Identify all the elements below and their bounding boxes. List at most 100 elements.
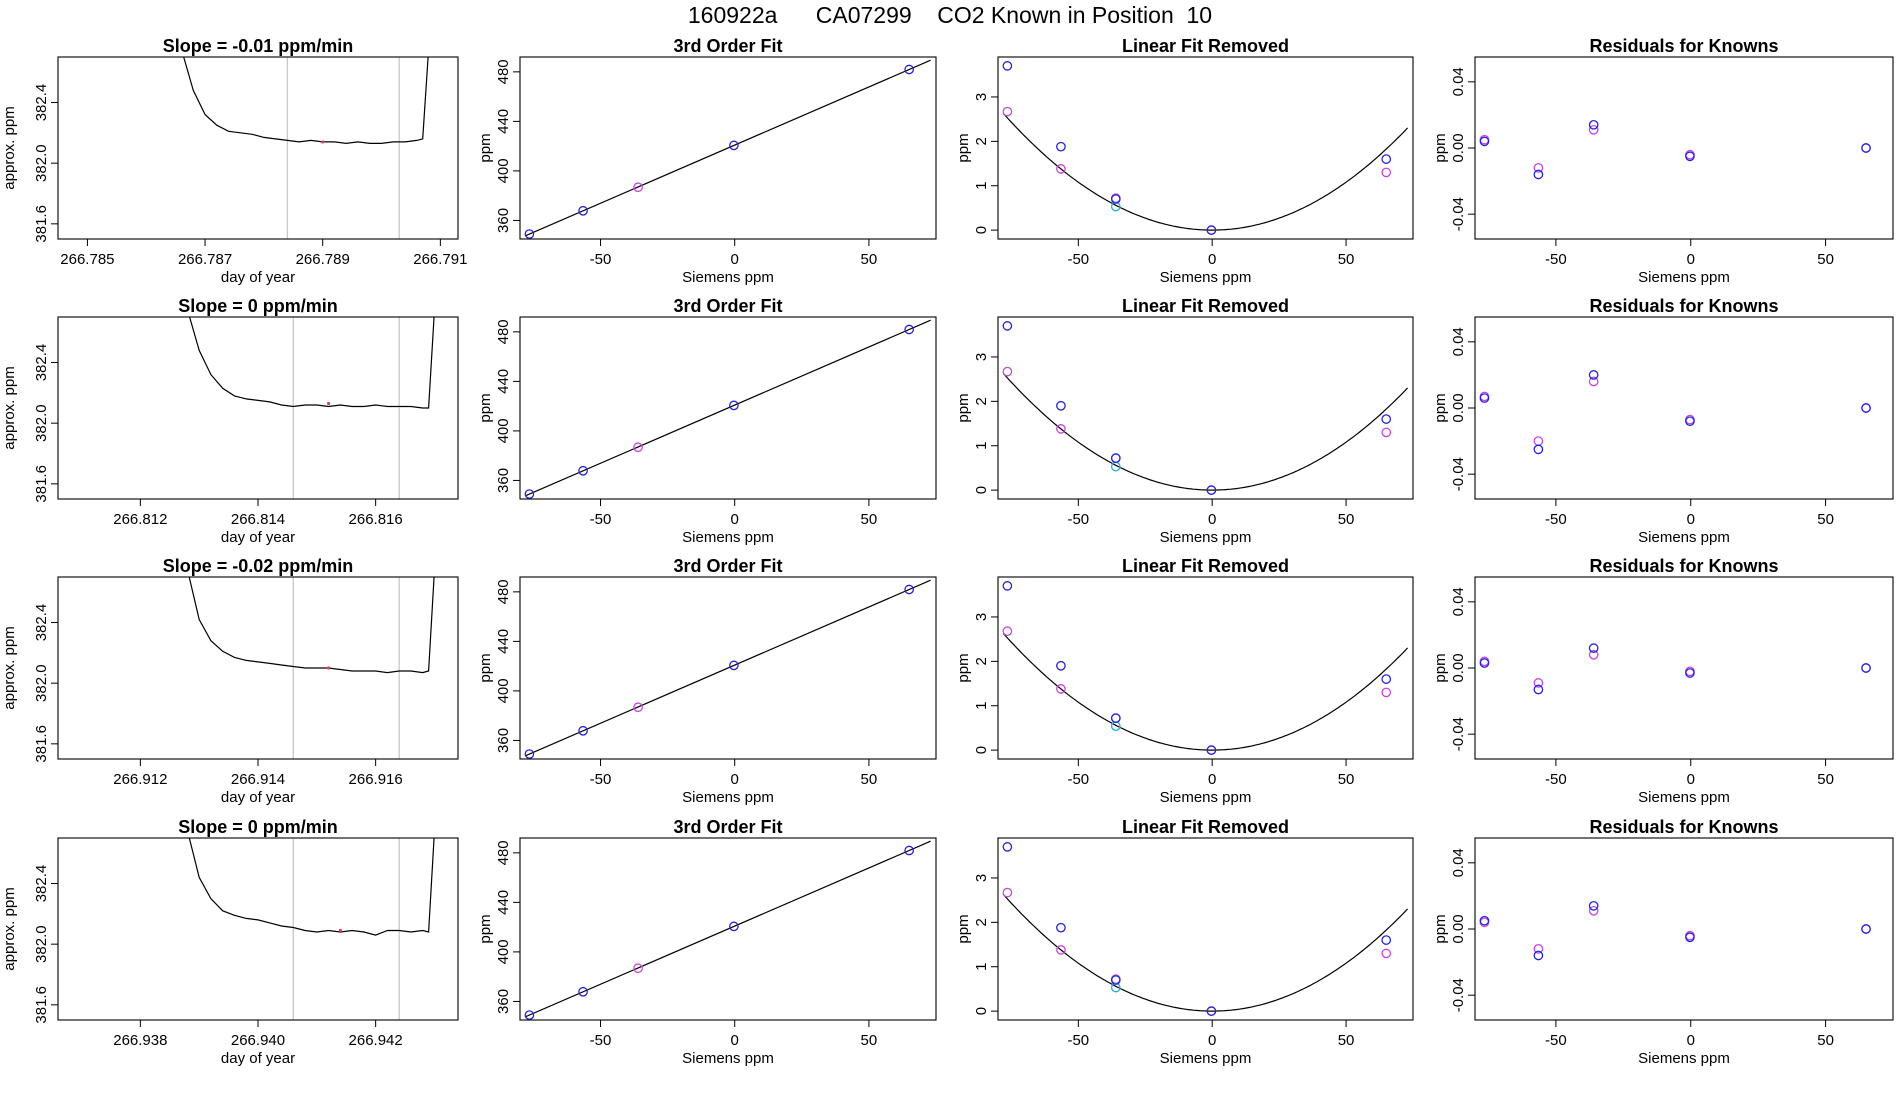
y-tick-label: 440	[495, 369, 512, 394]
y-tick-label: 360	[495, 468, 512, 493]
mean-marker	[326, 401, 331, 406]
mean-marker	[326, 666, 331, 670]
fit-point	[1110, 453, 1121, 464]
x-tick-label: -50	[1545, 771, 1567, 788]
panel-9: Slope = -0.02 ppm/min 266.912 266.914 266.9…	[1, 556, 459, 806]
fit-line	[525, 59, 931, 237]
y-tick-label: 480	[495, 319, 512, 344]
fit-curve	[1002, 633, 1409, 751]
raw-point	[633, 442, 643, 453]
fit-point	[1110, 194, 1121, 204]
panel-title: Slope = 0 ppm/min	[178, 296, 338, 316]
x-tick-label: 266.816	[349, 511, 403, 528]
y-tick-label: 0.00	[1450, 393, 1467, 422]
raw-point	[633, 182, 643, 193]
y-tick-label: 3	[973, 613, 990, 621]
plot-frame	[997, 576, 1414, 760]
fit-point	[1381, 935, 1392, 945]
plot-area	[1002, 61, 1409, 235]
raw-point	[1002, 887, 1013, 898]
plot-frame	[519, 576, 937, 760]
mean-marker	[321, 140, 325, 144]
y-tick-label: 0	[973, 746, 990, 754]
fit-point	[1056, 660, 1066, 671]
fit-point	[1002, 842, 1013, 852]
x-tick-label: 266.914	[231, 771, 285, 788]
raw-point	[1533, 944, 1544, 954]
y-tick-label: 3	[973, 353, 990, 361]
panel-6: 3rd Order Fit -50 0 50 Siemens ppm 360 400 440 4…	[477, 296, 937, 546]
panel-2: 3rd Order Fit -50 0 50 Siemens ppm 360 400 440 4…	[477, 36, 937, 286]
y-tick-label: 0.04	[1450, 587, 1467, 616]
x-axis-label: Siemens ppm	[1160, 789, 1252, 806]
fit-line	[525, 319, 931, 497]
panel-8: Residuals for Knowns -50 0 50 Siemens ppm -0.…	[1432, 296, 1894, 546]
plot-area	[1479, 900, 1871, 961]
y-axis-label: approx. ppm	[1, 366, 18, 449]
fit-point	[904, 845, 915, 856]
y-tick-label: 400	[495, 678, 512, 703]
x-tick-label: 50	[1338, 771, 1355, 788]
x-tick-label: -50	[1067, 1032, 1089, 1049]
y-tick-label: 381.6	[33, 465, 50, 503]
raw-point	[1381, 948, 1392, 959]
fit-point	[1685, 151, 1695, 162]
plot-area	[1002, 321, 1409, 495]
y-tick-label: 360	[495, 728, 512, 753]
co2-trace-line	[183, 57, 429, 145]
raw-point	[1588, 649, 1599, 660]
raw-point	[1002, 106, 1013, 117]
x-axis-label: day of year	[221, 529, 295, 546]
fit-point	[1002, 321, 1013, 331]
plot-frame	[997, 56, 1414, 240]
x-tick-label: -50	[1545, 251, 1567, 268]
plot-area	[524, 579, 931, 759]
y-tick-label: 480	[495, 579, 512, 604]
co2-trace-line	[188, 838, 435, 936]
fit-point	[1533, 169, 1544, 180]
x-axis-label: Siemens ppm	[1160, 1050, 1252, 1067]
y-tick-label: 0	[973, 226, 990, 234]
fit-point	[1206, 1006, 1217, 1016]
x-tick-label: 266.942	[349, 1032, 403, 1049]
fit-point	[524, 1010, 535, 1020]
x-tick-label: 50	[1817, 1032, 1834, 1049]
fit-point	[524, 749, 535, 759]
fit-point	[904, 64, 915, 75]
x-tick-label: 0	[1687, 251, 1695, 268]
x-tick-label: 50	[861, 511, 878, 528]
fit-point	[1206, 745, 1217, 755]
x-tick-label: 50	[1817, 771, 1834, 788]
raw-point	[1056, 424, 1066, 434]
x-axis-label: Siemens ppm	[1638, 529, 1730, 546]
panel-title: Linear Fit Removed	[1122, 817, 1289, 837]
x-axis-label: Siemens ppm	[1160, 269, 1252, 286]
y-tick-label: -0.04	[1450, 978, 1467, 1012]
x-tick-label: 266.789	[296, 251, 350, 268]
x-tick-label: 50	[1817, 251, 1834, 268]
panel-title: 3rd Order Fit	[673, 36, 782, 56]
fit-curve	[1002, 373, 1409, 491]
plot-area	[1002, 581, 1409, 755]
co2-trace-line	[188, 317, 435, 409]
fit-point	[1479, 658, 1490, 668]
y-axis-label: ppm	[1432, 653, 1449, 682]
x-tick-label: 266.938	[113, 1032, 167, 1049]
y-tick-label: 1	[973, 702, 990, 710]
x-axis-label: day of year	[221, 789, 295, 806]
x-axis-label: Siemens ppm	[1638, 1050, 1730, 1067]
fit-point	[578, 725, 588, 736]
y-tick-label: 381.6	[33, 205, 50, 243]
y-tick-label: 0.04	[1450, 848, 1467, 877]
raw-point	[1588, 905, 1599, 916]
y-tick-label: 3	[973, 874, 990, 882]
fit-point	[1479, 915, 1490, 926]
fit-curve	[1002, 113, 1409, 231]
alt-point	[1110, 982, 1121, 993]
plot-frame	[57, 576, 459, 760]
fit-point	[1533, 684, 1544, 695]
x-tick-label: 0	[1208, 511, 1216, 528]
y-tick-label: 382.4	[33, 84, 50, 122]
fit-point	[729, 660, 739, 671]
